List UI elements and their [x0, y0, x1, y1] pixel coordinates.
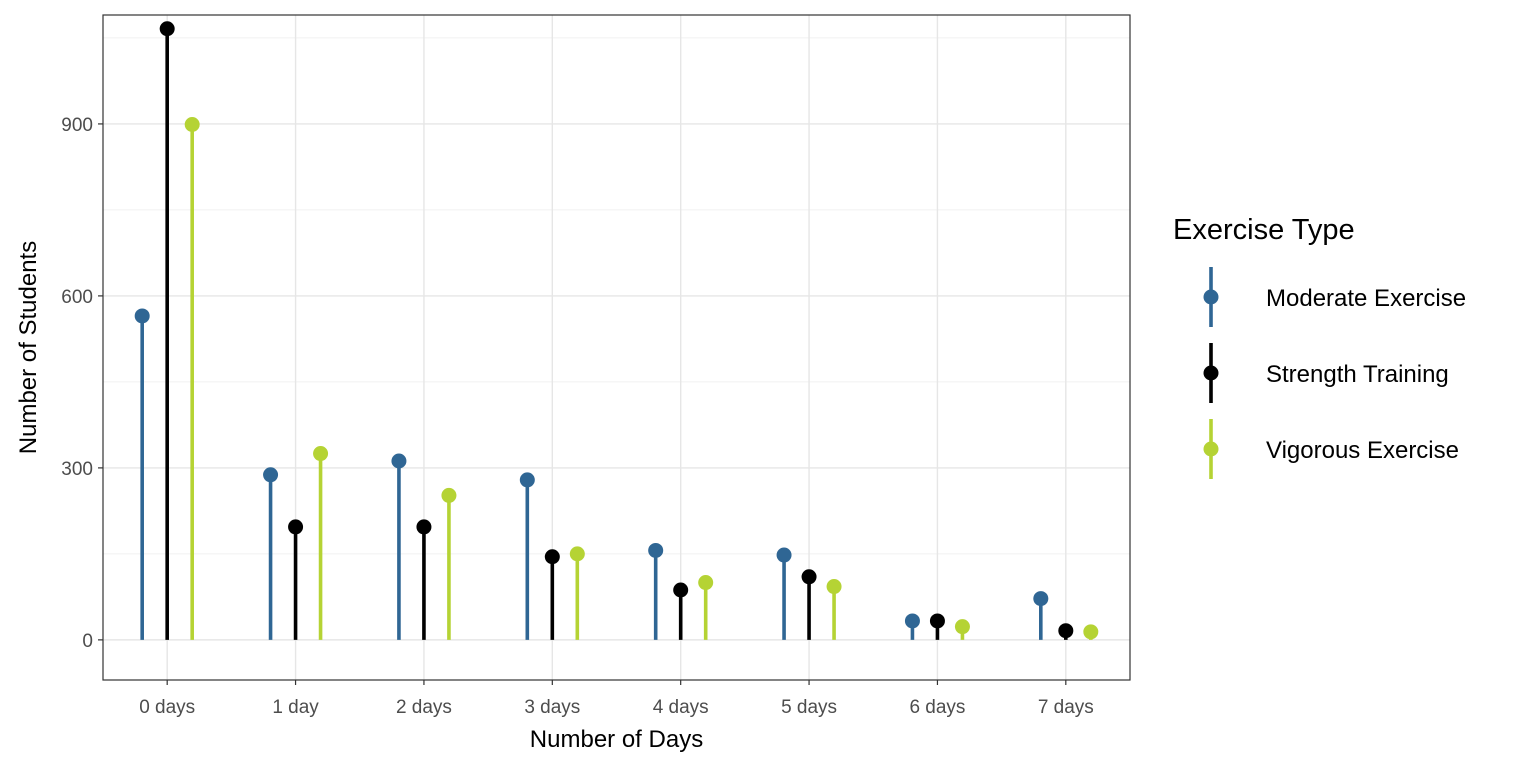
- lollipop-point: [134, 308, 150, 324]
- x-tick-label: 2 days: [396, 697, 452, 718]
- lollipop-point: [776, 547, 792, 563]
- lollipop-point: [263, 467, 279, 483]
- lollipop-point: [673, 582, 689, 598]
- lollipop-point: [313, 446, 329, 462]
- legend-label: Strength Training: [1266, 361, 1449, 388]
- legend-label: Moderate Exercise: [1266, 285, 1466, 312]
- x-tick-label: 5 days: [781, 697, 837, 718]
- x-tick-label: 4 days: [653, 697, 709, 718]
- lollipop-point: [441, 487, 457, 503]
- plot-marks: [134, 21, 1099, 640]
- y-axis: 0 300 600 900: [61, 115, 103, 652]
- legend: Exercise Type Moderate Exercise Strength …: [1173, 214, 1466, 479]
- x-axis-title: Number of Days: [530, 726, 703, 753]
- x-tick-label: 6 days: [909, 697, 965, 718]
- lollipop-point: [159, 21, 175, 37]
- legend-label: Vigorous Exercise: [1266, 437, 1459, 464]
- legend-key-point: [1203, 365, 1219, 381]
- lollipop-point: [391, 453, 407, 469]
- lollipop-point: [1033, 591, 1049, 607]
- lollipop-point: [416, 519, 432, 535]
- y-tick-label: 0: [82, 631, 93, 652]
- lollipop-point: [904, 613, 920, 629]
- lollipop-point: [1058, 623, 1074, 639]
- y-axis-title: Number of Students: [15, 241, 42, 454]
- lollipop-point: [184, 116, 200, 132]
- lollipop-point: [929, 613, 945, 629]
- x-axis: 0 days 1 day 2 days 3 days 4 days 5 days 6 day…: [139, 680, 1094, 718]
- y-tick-label: 900: [61, 115, 93, 136]
- y-tick-label: 300: [61, 459, 93, 480]
- lollipop-point: [698, 575, 714, 591]
- lollipop-point: [519, 472, 535, 488]
- x-tick-label: 1 day: [272, 697, 319, 718]
- y-tick-label: 600: [61, 287, 93, 308]
- legend-title: Exercise Type: [1173, 214, 1355, 246]
- lollipop-point: [954, 619, 970, 635]
- legend-key-point: [1203, 441, 1219, 457]
- x-tick-label: 0 days: [139, 697, 195, 718]
- lollipop-point: [569, 546, 585, 562]
- lollipop-point: [648, 542, 664, 558]
- legend-key-point: [1203, 289, 1219, 305]
- x-tick-label: 7 days: [1038, 697, 1094, 718]
- lollipop-point: [1083, 624, 1099, 640]
- x-tick-label: 3 days: [524, 697, 580, 718]
- lollipop-point: [544, 549, 560, 565]
- lollipop-point: [801, 569, 817, 585]
- lollipop-point: [826, 579, 842, 595]
- panel-border: [102, 14, 1131, 681]
- lollipop-point: [288, 519, 304, 535]
